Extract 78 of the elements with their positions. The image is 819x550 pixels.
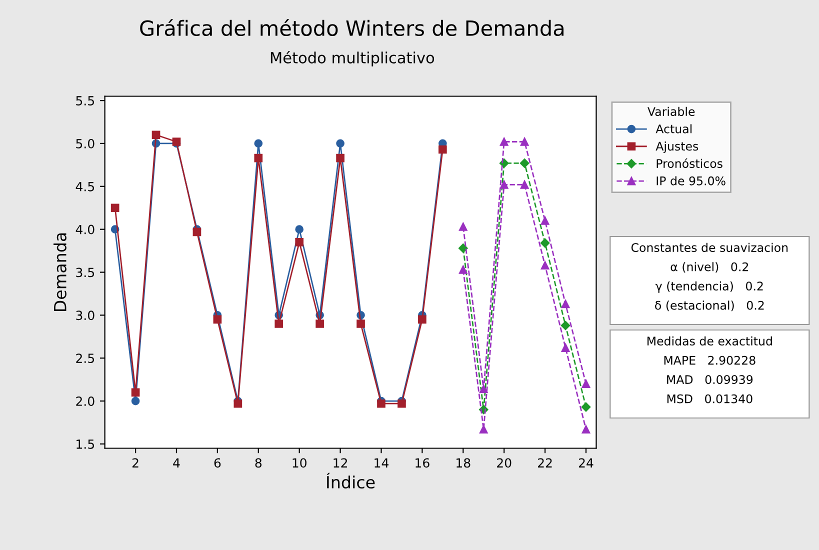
point bbox=[561, 300, 570, 308]
y-tick-label: 3.0 bbox=[76, 310, 94, 320]
point bbox=[377, 399, 386, 408]
point bbox=[254, 154, 263, 162]
point bbox=[254, 139, 263, 148]
y-tick-label: 4.0 bbox=[76, 224, 94, 234]
point bbox=[398, 399, 406, 408]
point bbox=[561, 344, 570, 352]
legend-label: Pronósticos bbox=[656, 158, 722, 168]
x-tick-label: 10 bbox=[292, 458, 306, 468]
text: Medidas de exactitud bbox=[647, 336, 772, 346]
y-tick-label: 5.0 bbox=[76, 138, 94, 148]
x-tick-label: 18 bbox=[456, 458, 470, 468]
text: MAD 0.09939 bbox=[667, 375, 753, 384]
y-tick-label: 2.0 bbox=[76, 396, 94, 406]
y-tick-label: 3.5 bbox=[76, 268, 94, 278]
point bbox=[336, 139, 344, 148]
point bbox=[540, 216, 550, 225]
point bbox=[131, 396, 140, 406]
legend-label: IP de 95.0% bbox=[656, 176, 726, 186]
point bbox=[582, 380, 590, 388]
point bbox=[316, 320, 324, 328]
x-tick-label: 12 bbox=[334, 458, 347, 468]
point bbox=[234, 399, 242, 408]
point bbox=[540, 261, 550, 270]
point bbox=[295, 225, 304, 234]
y-tick-label: 5.5 bbox=[76, 96, 94, 106]
text: α (nivel) 0.2 bbox=[670, 262, 748, 273]
point bbox=[418, 315, 426, 324]
x-tick-label: 4 bbox=[173, 458, 180, 468]
point bbox=[540, 238, 550, 248]
x-tick-label: 14 bbox=[374, 458, 388, 468]
point bbox=[458, 222, 468, 231]
chart-title: Gráfica del método Winters de Demanda bbox=[140, 19, 564, 36]
legend-label: Ajustes bbox=[656, 142, 698, 153]
point bbox=[192, 228, 202, 236]
x-tick-label: 6 bbox=[214, 458, 221, 468]
text: Constantes de suavizacion bbox=[631, 242, 788, 252]
point bbox=[213, 315, 222, 324]
point bbox=[110, 204, 120, 212]
text: MSD 0.01340 bbox=[667, 394, 752, 404]
text: δ (estacional) 0.2 bbox=[655, 300, 764, 312]
point bbox=[152, 130, 160, 140]
chart-subtitle: Método multiplicativo bbox=[270, 51, 434, 66]
point bbox=[438, 145, 447, 154]
x-tick-label: 16 bbox=[416, 458, 430, 468]
x-axis-title: Índice bbox=[326, 472, 375, 489]
point bbox=[458, 244, 468, 253]
x-tick-label: 8 bbox=[255, 458, 262, 468]
point bbox=[500, 138, 508, 146]
point bbox=[295, 238, 304, 246]
point bbox=[582, 425, 590, 434]
point bbox=[560, 320, 570, 330]
point bbox=[479, 425, 488, 434]
y-tick-label: 2.5 bbox=[76, 354, 94, 364]
x-tick-label: 20 bbox=[497, 458, 512, 468]
point bbox=[520, 180, 529, 189]
point bbox=[479, 384, 488, 394]
point bbox=[520, 158, 530, 168]
point bbox=[131, 388, 140, 397]
x-tick-label: 24 bbox=[578, 458, 594, 468]
point bbox=[499, 158, 509, 168]
point bbox=[458, 266, 468, 274]
legend-label: Actual bbox=[656, 124, 692, 134]
x-tick-label: 22 bbox=[538, 458, 552, 468]
point bbox=[500, 180, 508, 189]
text: γ (tendencia) 0.2 bbox=[656, 281, 763, 293]
point bbox=[274, 320, 284, 328]
y-tick-label: 4.5 bbox=[76, 182, 94, 192]
y-axis-title: Demanda bbox=[54, 233, 66, 312]
text: MAPE 2.90228 bbox=[664, 356, 756, 365]
point bbox=[520, 138, 529, 146]
y-tick-label: 1.5 bbox=[76, 440, 94, 449]
legend-title: Variable bbox=[648, 106, 695, 116]
point bbox=[581, 402, 591, 412]
x-tick-label: 2 bbox=[132, 458, 138, 468]
point bbox=[356, 320, 365, 328]
point bbox=[336, 154, 344, 162]
